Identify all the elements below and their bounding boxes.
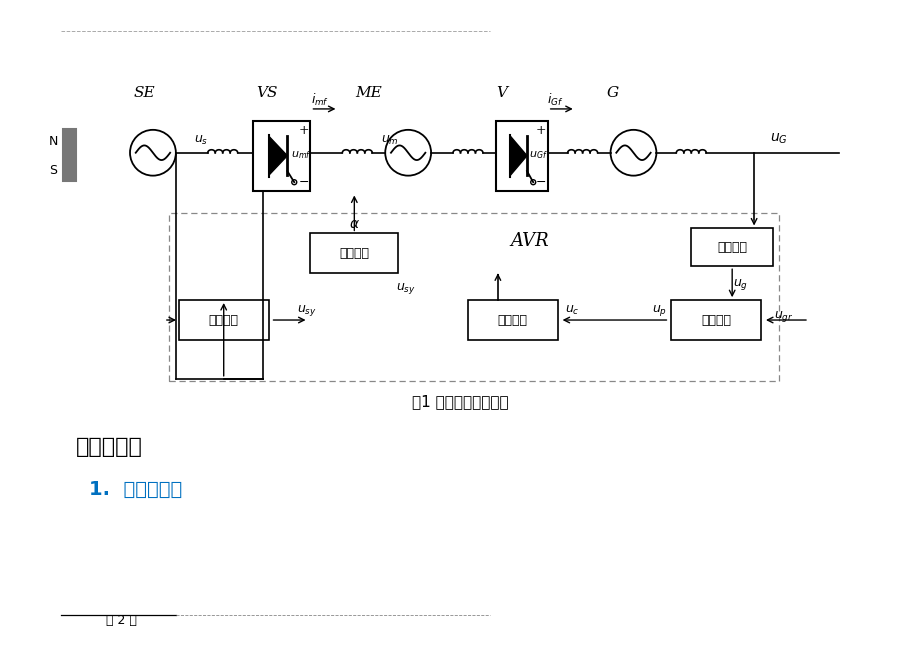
Text: V: V (496, 86, 506, 100)
Text: $i_{Gf}$: $i_{Gf}$ (547, 92, 563, 108)
Text: −: − (298, 176, 309, 189)
Text: $u_{mf}$: $u_{mf}$ (291, 149, 312, 161)
Text: 解析法建模: 解析法建模 (76, 437, 142, 458)
Text: 比较放大: 比较放大 (700, 314, 731, 327)
Bar (63, 129, 76, 180)
Text: $u_{sy}$: $u_{sy}$ (396, 281, 415, 296)
Text: G: G (606, 86, 618, 100)
Text: $u_{gr}$: $u_{gr}$ (774, 309, 793, 324)
Text: $u_m$: $u_m$ (380, 134, 399, 147)
Bar (253, 121, 310, 191)
Bar (169, 214, 778, 381)
Text: ME: ME (355, 86, 381, 100)
Text: S: S (50, 164, 57, 177)
Bar (671, 300, 760, 340)
Text: 电压测量: 电压测量 (717, 241, 746, 254)
Text: 1.  同步发电机: 1. 同步发电机 (89, 480, 182, 499)
Text: $u_p$: $u_p$ (652, 303, 666, 318)
Bar (495, 121, 547, 191)
Text: −: − (535, 176, 545, 189)
Text: 移相触发: 移相触发 (339, 247, 369, 260)
Text: $u_G$: $u_G$ (769, 132, 787, 146)
Text: VS: VS (255, 86, 277, 100)
Bar (310, 234, 398, 273)
Text: $i_{mf}$: $i_{mf}$ (311, 92, 329, 108)
Text: 同步电路: 同步电路 (209, 314, 238, 327)
Text: +: + (535, 124, 545, 137)
Text: N: N (49, 135, 58, 148)
Text: $u_{sy}$: $u_{sy}$ (296, 303, 316, 318)
Text: AVR: AVR (510, 232, 549, 251)
Text: $\alpha$: $\alpha$ (348, 217, 359, 232)
Text: $u_s$: $u_s$ (193, 134, 208, 147)
Text: 串联校正: 串联校正 (497, 314, 528, 327)
Polygon shape (268, 136, 287, 175)
Text: $u_g$: $u_g$ (732, 277, 747, 292)
Bar (178, 300, 268, 340)
Text: +: + (298, 124, 309, 137)
Text: 第 2 页: 第 2 页 (106, 615, 136, 627)
Text: $u_c$: $u_c$ (565, 303, 579, 316)
Bar (468, 300, 557, 340)
Text: $u_{Gf}$: $u_{Gf}$ (528, 149, 548, 161)
Polygon shape (510, 136, 527, 175)
Bar (690, 229, 772, 266)
Text: 图1 励磁控制系统结构: 图1 励磁控制系统结构 (411, 394, 508, 409)
Text: SE: SE (133, 86, 154, 100)
